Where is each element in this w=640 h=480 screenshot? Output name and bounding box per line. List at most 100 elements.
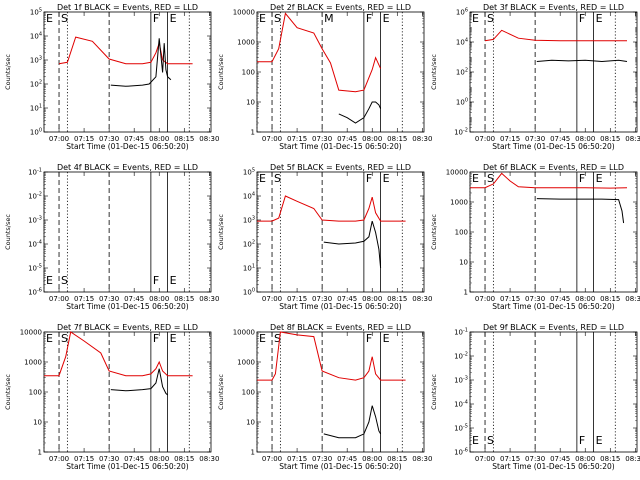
x-tick-label: 08:15 [387,135,407,143]
x-tick-label: 08:30 [625,135,640,143]
x-tick-label: 07:45 [124,295,144,303]
x-tick-label: 07:15 [74,295,94,303]
y-tick-label: 103 [30,56,42,65]
y-tick-label: 10 [246,419,255,427]
chart-panel-7: Det 7f BLACK = Events, RED = LLD 1 10 100 10… [4,323,219,471]
x-tick-label: 08:00 [362,295,382,303]
series-line-events [536,198,625,224]
y-tick-label: 10000 [233,9,255,17]
x-tick-label: 07:15 [500,135,520,143]
event-marker-label: F [579,434,585,447]
event-marker-label: E [170,12,177,25]
y-tick-label: 10000 [233,329,255,337]
y-tick-label: 100 [456,98,468,107]
series-line-lld [484,29,627,42]
event-marker-label: S [274,12,281,25]
y-tick-label: 10000 [20,329,42,337]
event-marker-label: F [153,332,159,345]
event-marker-label: E [596,12,603,25]
x-tick-label: 08:30 [625,455,640,463]
chart-panel-1: Det 1f BLACK = Events, RED = LLD 100 101 10… [4,3,219,151]
event-marker-label: F [153,12,159,25]
x-tick-label: 07:30 [99,135,119,143]
y-tick-label: 10-6 [28,288,42,297]
y-axis-label: Counts/sec [4,54,12,90]
x-tick-label: 07:00 [262,455,282,463]
y-tick-label: 100 [29,389,42,397]
series-line-lld [58,36,193,65]
event-marker-label: M [324,12,334,25]
x-tick-label: 08:30 [412,295,432,303]
series-line-events [110,38,172,87]
y-tick-label: 10-3 [28,216,42,225]
x-tick-label: 08:00 [149,455,169,463]
y-tick-label: 102 [243,240,255,249]
y-tick-label: 104 [30,32,42,41]
x-tick-label: 08:00 [362,455,382,463]
x-tick-label: 07:00 [262,295,282,303]
x-tick-label: 07:00 [262,135,282,143]
x-tick-label: 07:30 [99,295,119,303]
series-line-lld [257,12,382,93]
event-marker-label: E [46,274,53,287]
event-marker-label: S [487,172,494,185]
x-tick-label: 08:00 [149,295,169,303]
x-tick-label: 08:15 [174,135,194,143]
x-axis-label: Start Time (01-Dec-15 06:50:20) [492,142,614,151]
y-tick-label: 1 [251,129,255,137]
y-tick-label: 10 [246,99,255,107]
plot-frame [469,331,638,453]
y-tick-label: 106 [456,8,468,17]
y-axis-label: Counts/sec [4,214,12,250]
event-marker-label: E [170,332,177,345]
y-tick-label: 101 [30,104,42,113]
chart-title: Det 9f BLACK = Events, RED = LLD [483,323,624,332]
x-tick-label: 07:45 [124,135,144,143]
x-tick-label: 07:00 [49,455,69,463]
y-tick-label: 1 [251,449,255,457]
x-tick-label: 07:00 [49,135,69,143]
event-marker-label: S [274,172,281,185]
y-tick-label: 105 [30,8,42,17]
x-tick-label: 08:15 [600,455,620,463]
event-marker-label: F [366,12,372,25]
x-axis-label: Start Time (01-Dec-15 06:50:20) [66,302,188,311]
y-axis-label: Counts/sec [217,214,225,250]
series-line-events [536,59,628,63]
event-marker-label: S [274,332,281,345]
event-marker-label: F [579,172,585,185]
y-tick-label: 100 [242,389,255,397]
y-tick-label: 10-2 [454,128,468,137]
x-tick-label: 07:15 [287,295,307,303]
series-line-events [323,405,382,439]
y-tick-label: 10 [459,259,468,267]
chart-title: Det 4f BLACK = Events, RED = LLD [57,163,198,172]
y-axis-label: Counts/sec [430,214,438,250]
x-tick-label: 07:15 [287,135,307,143]
event-marker-label: S [61,274,68,287]
x-tick-label: 08:00 [575,135,595,143]
event-marker-label: E [170,274,177,287]
chart-panel-5: Det 5f BLACK = Events, RED = LLD 100 101 10… [217,163,432,311]
x-axis-label: Start Time (01-Dec-15 06:50:20) [66,142,188,151]
plot-frame [43,331,212,453]
y-tick-label: 102 [30,80,42,89]
x-tick-label: 08:15 [387,295,407,303]
y-tick-label: 100 [243,288,255,297]
plot-frame [43,11,212,133]
y-tick-label: 1 [38,449,42,457]
event-marker-label: F [153,274,159,287]
y-axis-label: Counts/sec [4,374,12,410]
x-tick-label: 07:30 [525,135,545,143]
plot-frame [469,171,638,293]
series-line-lld [470,172,628,189]
x-tick-label: 07:00 [475,295,495,303]
event-marker-label: E [259,172,266,185]
event-marker-label: E [383,332,390,345]
y-tick-label: 105 [243,168,255,177]
x-tick-label: 08:15 [174,455,194,463]
y-tick-label: 1000 [237,359,255,367]
chart-title: Det 5f BLACK = Events, RED = LLD [270,163,411,172]
series-line-events [338,101,382,124]
y-tick-label: 103 [243,216,255,225]
